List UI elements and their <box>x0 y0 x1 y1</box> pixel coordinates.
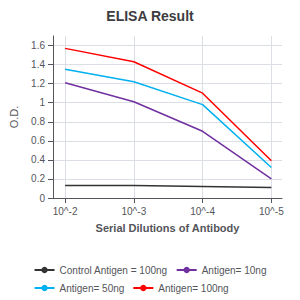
svg-text:10^-5: 10^-5 <box>259 206 284 217</box>
svg-text:0.2: 0.2 <box>31 173 45 184</box>
svg-text:1.2: 1.2 <box>31 78 45 89</box>
svg-text:Antigen= 50ng: Antigen= 50ng <box>60 283 125 294</box>
svg-text:10^-3: 10^-3 <box>121 206 146 217</box>
svg-text:0.8: 0.8 <box>31 116 45 127</box>
svg-text:ELISA Result: ELISA Result <box>106 8 194 24</box>
svg-text:Control Antigen = 100ng: Control Antigen = 100ng <box>60 265 168 276</box>
svg-text:1.6: 1.6 <box>31 40 45 51</box>
svg-text:0.6: 0.6 <box>31 135 45 146</box>
svg-text:10^-4: 10^-4 <box>190 206 215 217</box>
svg-text:O.D.: O.D. <box>8 106 20 129</box>
svg-text:1: 1 <box>39 97 45 108</box>
svg-text:0.4: 0.4 <box>31 154 45 165</box>
svg-text:Antigen= 10ng: Antigen= 10ng <box>202 265 267 276</box>
svg-text:1.4: 1.4 <box>31 59 45 70</box>
svg-text:10^-2: 10^-2 <box>53 206 78 217</box>
svg-text:0: 0 <box>39 193 45 204</box>
svg-text:Serial Dilutions of Antibody: Serial Dilutions of Antibody <box>96 222 241 234</box>
svg-text:Antigen= 100ng: Antigen= 100ng <box>158 283 228 294</box>
